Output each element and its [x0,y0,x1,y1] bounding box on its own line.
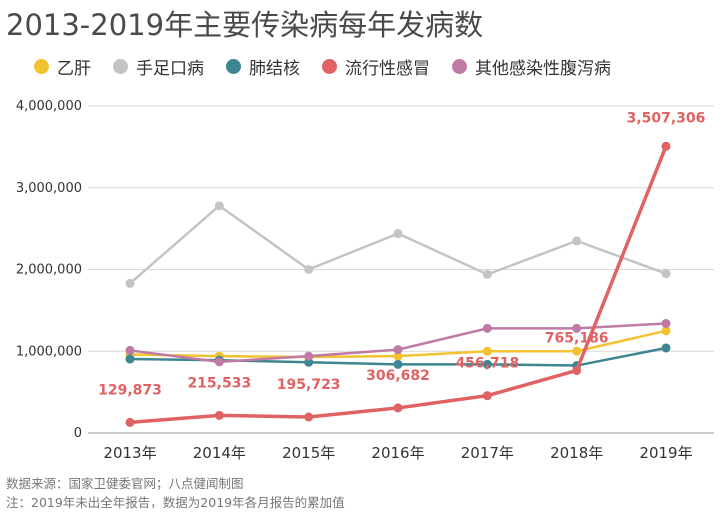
legend-item: 流行性感冒 [322,54,430,79]
line-chart: 0 1,000,000 2,000,000 3,000,000 4,000,000 20… [16,99,714,462]
y-tick-label: 1,000,000 [16,344,82,359]
legend-label: 流行性感冒 [345,59,430,79]
data-point [572,365,582,375]
data-point [572,236,582,246]
y-tick-label: 4,000,000 [16,99,82,114]
data-point [125,354,135,364]
data-point [125,417,135,427]
series [125,201,671,288]
data-label: 765,186 [545,330,609,346]
footnotes: 数据来源：国家卫健委官网；八点健闻制图 注：2019年未出全年报告，数据为201… [6,474,345,512]
data-point [393,229,403,239]
data-label: 456,718 [455,356,519,372]
data-point [393,345,403,355]
data-point [304,412,314,422]
data-point [482,323,492,333]
legend-swatch [34,59,49,74]
series [125,318,671,367]
data-point [393,403,403,413]
legend-item: 其他感染性腹泻病 [452,54,611,79]
data-point [214,201,224,211]
x-tick-label: 2019年 [639,444,692,462]
series-line [129,204,667,285]
source-note: 数据来源：国家卫健委官网；八点健闻制图 [6,476,244,491]
legend-item: 乙肝 [34,54,91,79]
y-tick-label: 0 [74,426,82,441]
data-point [304,351,314,361]
data-point [572,323,582,333]
data-point [482,359,492,369]
legend-swatch [322,59,337,74]
x-axis-ticks: 2013年 2014年 2015年 2016年 2017年 2018年 2019年 [103,444,692,462]
data-point [214,357,224,367]
data-point [482,391,492,401]
x-tick-label: 2015年 [282,444,335,462]
legend: 乙肝 手足口病 肺结核 流行性感冒 其他感染性腹泻病 [34,54,633,79]
legend-label: 其他感染性腹泻病 [475,59,611,79]
chart-title: 2013-2019年主要传染病每年发病数 [6,8,484,42]
data-label: 3,507,306 [627,110,706,126]
data-point [661,269,671,279]
legend-item: 手足口病 [113,54,204,79]
data-point [661,326,671,336]
data-point [482,346,492,356]
data-label: 306,682 [366,368,430,384]
y-tick-label: 2,000,000 [16,263,82,278]
legend-swatch [113,59,128,74]
legend-label: 肺结核 [249,59,300,79]
data-point [572,346,582,356]
legend-label: 乙肝 [57,59,91,79]
x-tick-label: 2018年 [550,444,603,462]
data-point [661,141,671,151]
y-tick-label: 3,000,000 [16,181,82,196]
data-point [661,343,671,353]
data-point [125,278,135,288]
data-point [393,359,403,369]
data-point [304,265,314,274]
data-point [214,410,224,420]
data-point [482,269,492,279]
series [125,141,671,427]
data-point [125,345,135,355]
data-point [393,351,403,361]
data-labels: 129,873 215,533 195,723 306,682 456,718 765,1… [98,110,705,398]
x-tick-label: 2016年 [371,444,424,462]
data-label: 215,533 [187,375,251,391]
legend-label: 手足口病 [136,59,204,79]
x-tick-label: 2013年 [103,444,156,462]
grid [88,105,714,434]
legend-swatch [452,59,467,74]
footnote: 注：2019年未出全年报告，数据为2019年各月报告的累加值 [6,495,345,510]
x-tick-label: 2017年 [461,444,514,462]
data-label: 195,723 [277,377,341,393]
legend-swatch [226,59,241,74]
legend-item: 肺结核 [226,54,300,79]
x-tick-label: 2014年 [193,444,246,462]
data-label: 129,873 [98,382,162,398]
data-point [661,318,671,328]
y-axis-ticks: 0 1,000,000 2,000,000 3,000,000 4,000,000 [16,99,82,441]
series-lines [125,141,671,427]
